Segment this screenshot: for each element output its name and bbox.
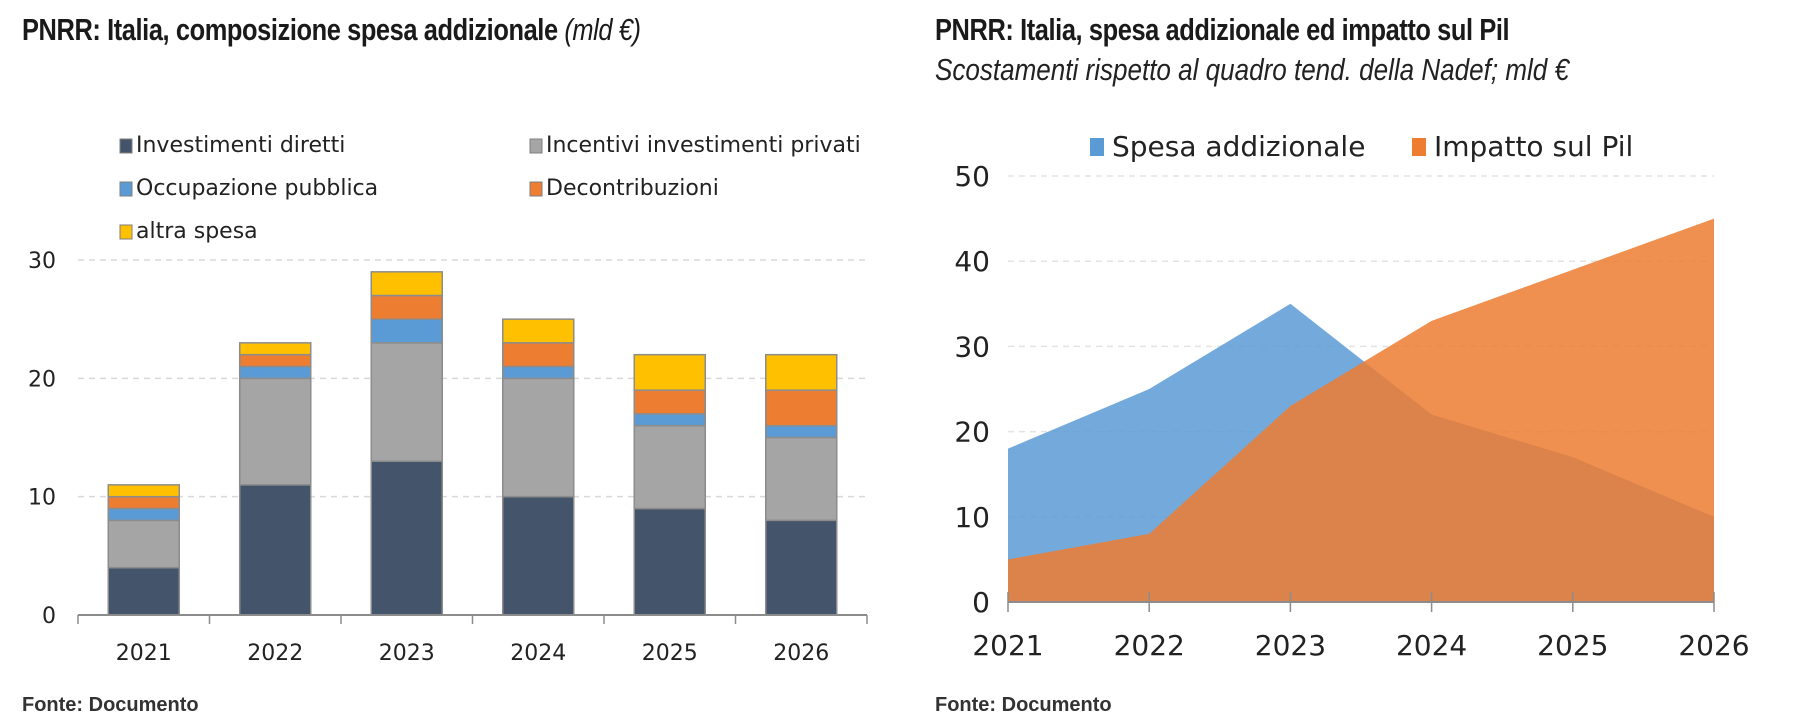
legend-item: Decontribuzioni (529, 176, 719, 201)
x-tick-label: 2023 (379, 641, 435, 666)
right-areas (1008, 218, 1714, 602)
bar-segment (764, 389, 838, 427)
bar-segment (238, 353, 312, 368)
left-bars (107, 271, 838, 616)
bar-segment (238, 365, 312, 380)
legend-label: altra spesa (136, 219, 258, 244)
bar-segment (238, 377, 312, 486)
left-chart-title-text: PNRR: Italia, composizione spesa addizio… (22, 12, 558, 47)
bar-segment (107, 495, 181, 510)
right-chart-title: PNRR: Italia, spesa addizionale ed impat… (935, 12, 1510, 47)
x-tick-label: 2025 (642, 641, 698, 666)
area-impatto-sul-pil (1008, 218, 1714, 602)
legend-item: Spesa addizionale (1090, 130, 1365, 163)
legend-item: Incentivi investimenti privati (529, 133, 861, 158)
bar-segment (107, 519, 181, 569)
legend-label: Investimenti diretti (136, 133, 345, 158)
x-tick-label: 2024 (510, 641, 566, 666)
bar-segment (764, 424, 838, 439)
bar-segment (370, 342, 444, 462)
y-tick-label: 20 (28, 367, 56, 392)
x-tick-label: 2026 (773, 641, 829, 666)
x-tick-label: 2022 (1114, 629, 1185, 662)
x-tick-label: 2021 (972, 629, 1043, 662)
legend-swatch (1090, 138, 1104, 156)
bar-segment (633, 507, 707, 616)
bar-segment (764, 353, 838, 391)
legend-item: Investimenti diretti (119, 133, 345, 158)
bar-segment (633, 353, 707, 391)
bar-segment (764, 436, 838, 522)
left-legend: Investimenti diretti Incentivi investimen… (119, 133, 861, 244)
bar-segment (370, 460, 444, 616)
bar-segment (501, 318, 575, 344)
bar-segment (501, 365, 575, 380)
legend-label: Spesa addizionale (1112, 130, 1365, 163)
bar-segment (633, 424, 707, 510)
legend-label: Incentivi investimenti privati (546, 133, 861, 158)
legend-swatch (529, 181, 543, 197)
right-axes: 2021 2022 2023 2024 2025 2026 (972, 592, 1750, 662)
bar-segment (107, 566, 181, 616)
bar-segment (764, 519, 838, 616)
right-legend: Spesa addizionale Impatto sul Pil (1090, 130, 1633, 163)
bar-segment (501, 495, 575, 616)
legend-label: Impatto sul Pil (1434, 130, 1633, 163)
bar-segment (633, 413, 707, 427)
x-tick-label: 2024 (1396, 629, 1467, 662)
left-chart-title-unit: (mld €) (564, 12, 641, 47)
legend-swatch (119, 181, 133, 197)
y-tick-label: 10 (28, 486, 56, 511)
x-tick-label: 2022 (247, 641, 303, 666)
y-tick-label: 10 (954, 501, 990, 534)
x-tick-label: 2025 (1537, 629, 1608, 662)
x-tick-label: 2023 (1255, 629, 1326, 662)
left-chart-title: PNRR: Italia, composizione spesa addizio… (22, 12, 641, 48)
bar-segment (238, 484, 312, 616)
stacked-bar-chart: Investimenti diretti Incentivi investimen… (28, 133, 868, 666)
left-axes: 2021 2022 2023 2024 2025 2026 (77, 614, 868, 666)
right-chart-subtitle: Scostamenti rispetto al quadro tend. del… (935, 52, 1570, 87)
bar-segment (107, 507, 181, 522)
legend-label: Decontribuzioni (546, 176, 719, 201)
y-tick-label: 0 (42, 604, 56, 629)
left-gridlines: 0 10 20 30 (28, 249, 867, 629)
bar-segment (370, 294, 444, 320)
y-tick-label: 40 (954, 245, 990, 278)
legend-swatch (119, 224, 133, 240)
legend-item: Impatto sul Pil (1412, 130, 1633, 163)
legend-item: altra spesa (119, 219, 258, 244)
y-tick-label: 30 (954, 330, 990, 363)
y-tick-label: 20 (954, 416, 990, 449)
area-chart: Spesa addizionale Impatto sul Pil 0 10 20 30… (954, 130, 1750, 662)
legend-item: Occupazione pubblica (119, 176, 378, 201)
y-tick-label: 30 (28, 249, 56, 274)
bar-segment (370, 271, 444, 297)
bar-segment (238, 342, 312, 356)
legend-swatch (529, 138, 543, 154)
bar-segment (107, 484, 181, 498)
bar-segment (633, 389, 707, 415)
x-tick-label: 2021 (116, 641, 172, 666)
x-tick-label: 2026 (1678, 629, 1749, 662)
bar-segment (501, 342, 575, 368)
y-tick-label: 50 (954, 160, 990, 193)
legend-swatch (1412, 138, 1426, 156)
y-tick-label: 0 (972, 586, 990, 619)
legend-label: Occupazione pubblica (136, 176, 378, 201)
legend-swatch (119, 138, 133, 154)
left-footer-source: Fonte: Documento (22, 694, 199, 716)
bar-segment (501, 377, 575, 498)
right-footer-source: Fonte: Documento (935, 694, 1112, 716)
bar-segment (370, 318, 444, 344)
